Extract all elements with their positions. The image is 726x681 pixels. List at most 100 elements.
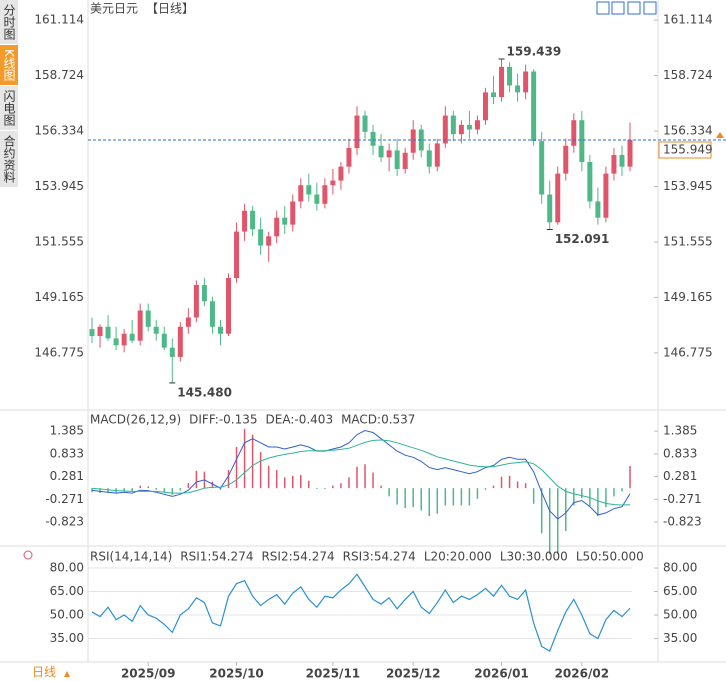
- legend-label: MACD:0.537: [341, 413, 415, 427]
- legend-label: RSI1:54.274: [180, 550, 253, 564]
- footer-arrow: [64, 671, 70, 677]
- y-tick-label: 1.385: [50, 424, 84, 438]
- settings-icon[interactable]: [23, 550, 33, 560]
- candle-body: [410, 129, 416, 153]
- candle-body: [161, 333, 167, 348]
- candle-body: [523, 71, 529, 93]
- candle-body: [338, 166, 344, 181]
- y-tick-label: 149.165: [34, 290, 84, 304]
- candle-body: [185, 317, 191, 327]
- candle-body: [153, 326, 159, 334]
- last-price-box: [658, 141, 712, 159]
- tool-icon[interactable]: [627, 1, 641, 15]
- annotation: 152.091: [555, 232, 610, 246]
- y-tick-label: 156.334: [34, 124, 84, 138]
- candle-body: [105, 326, 111, 339]
- annotation: 145.480: [177, 385, 232, 399]
- candle-body: [290, 201, 296, 225]
- candle-body: [507, 66, 513, 86]
- y-tick-label: 0.833: [663, 446, 697, 460]
- candle-body: [137, 310, 143, 341]
- y-tick-label: 0.833: [50, 446, 84, 460]
- y-tick-label: 149.165: [663, 290, 713, 304]
- candle-body: [482, 92, 488, 121]
- y-tick-label: 161.114: [34, 13, 84, 27]
- y-tick-label: -0.823: [45, 515, 84, 529]
- y-tick-label: 35.00: [663, 631, 697, 645]
- tab[interactable]: 合约资料: [0, 131, 18, 188]
- y-tick-label: 50.00: [663, 608, 697, 622]
- legend-label: L20:20.000: [424, 550, 492, 564]
- y-tick-label: 146.775: [34, 345, 84, 359]
- tool-icon[interactable]: [596, 1, 610, 15]
- price-arrow: [716, 132, 724, 138]
- candle-body: [298, 185, 304, 202]
- legend-label: DEA:-0.403: [266, 413, 334, 427]
- legend-label: RSI2:54.274: [261, 550, 334, 564]
- y-tick-label: 35.00: [50, 631, 84, 645]
- tab[interactable]: 分时图: [0, 0, 18, 45]
- y-tick-label: 65.00: [663, 584, 697, 598]
- toolbar: [596, 1, 657, 15]
- y-tick-label: -0.271: [45, 492, 84, 506]
- candle-body: [226, 278, 232, 334]
- candle-body: [193, 285, 199, 318]
- candle-body: [378, 145, 384, 158]
- last-price: 155.949: [663, 142, 713, 156]
- y-tick-label: 0.281: [663, 469, 697, 483]
- candle-body: [619, 155, 625, 167]
- candle-body: [491, 92, 496, 98]
- candle-body: [250, 210, 256, 230]
- candle-body: [474, 120, 480, 130]
- y-tick-label: 50.00: [50, 608, 84, 622]
- candle-body: [362, 115, 368, 132]
- tab[interactable]: 闪电图: [0, 86, 18, 131]
- rsi-line: [91, 573, 631, 652]
- y-tick-label: 158.724: [663, 68, 713, 82]
- candle-body: [322, 185, 328, 204]
- candle-body: [346, 148, 352, 167]
- tool-icon[interactable]: [643, 1, 657, 15]
- candle-body: [145, 310, 151, 327]
- legend-label: 【日线】: [146, 2, 194, 16]
- macd-line: [91, 429, 631, 520]
- y-tick-label: 1.385: [663, 424, 697, 438]
- y-tick-label: 65.00: [50, 584, 84, 598]
- candle-body: [209, 301, 215, 327]
- candle-body: [442, 115, 448, 144]
- candle-body: [282, 217, 288, 225]
- candle-body: [169, 347, 175, 357]
- rsi-line: [91, 573, 631, 652]
- y-tick-label: 153.945: [663, 179, 713, 193]
- candle-body: [595, 201, 601, 218]
- candle-body: [627, 139, 633, 167]
- candle-body: [499, 66, 505, 98]
- candle-body: [611, 155, 617, 174]
- candle-body: [306, 185, 312, 195]
- y-tick-label: -0.823: [663, 515, 702, 529]
- y-tick-label: -0.271: [663, 492, 702, 506]
- rsi-line: [91, 573, 631, 652]
- candle-body: [330, 180, 336, 186]
- macd-line: [91, 439, 631, 506]
- candle-body: [563, 145, 569, 174]
- x-tick-label: 2025/09: [121, 667, 175, 681]
- candle-body: [426, 150, 432, 167]
- candle-body: [458, 124, 464, 135]
- x-tick-label: 2025/12: [386, 667, 440, 681]
- candle-body: [386, 150, 392, 158]
- annotation: 159.439: [507, 44, 562, 58]
- y-tick-label: 80.00: [50, 561, 84, 575]
- candle-body: [89, 329, 95, 337]
- y-tick-label: 158.724: [34, 68, 84, 82]
- candle-body: [121, 333, 127, 346]
- tab[interactable]: K线图: [0, 45, 18, 86]
- y-tick-label: 161.114: [663, 13, 713, 27]
- candle-body: [466, 124, 472, 130]
- tool-icon[interactable]: [611, 1, 625, 15]
- period-button[interactable]: 日线: [32, 665, 57, 679]
- candle-body: [201, 285, 207, 302]
- candle-body: [547, 194, 553, 223]
- y-tick-label: 80.00: [663, 561, 697, 575]
